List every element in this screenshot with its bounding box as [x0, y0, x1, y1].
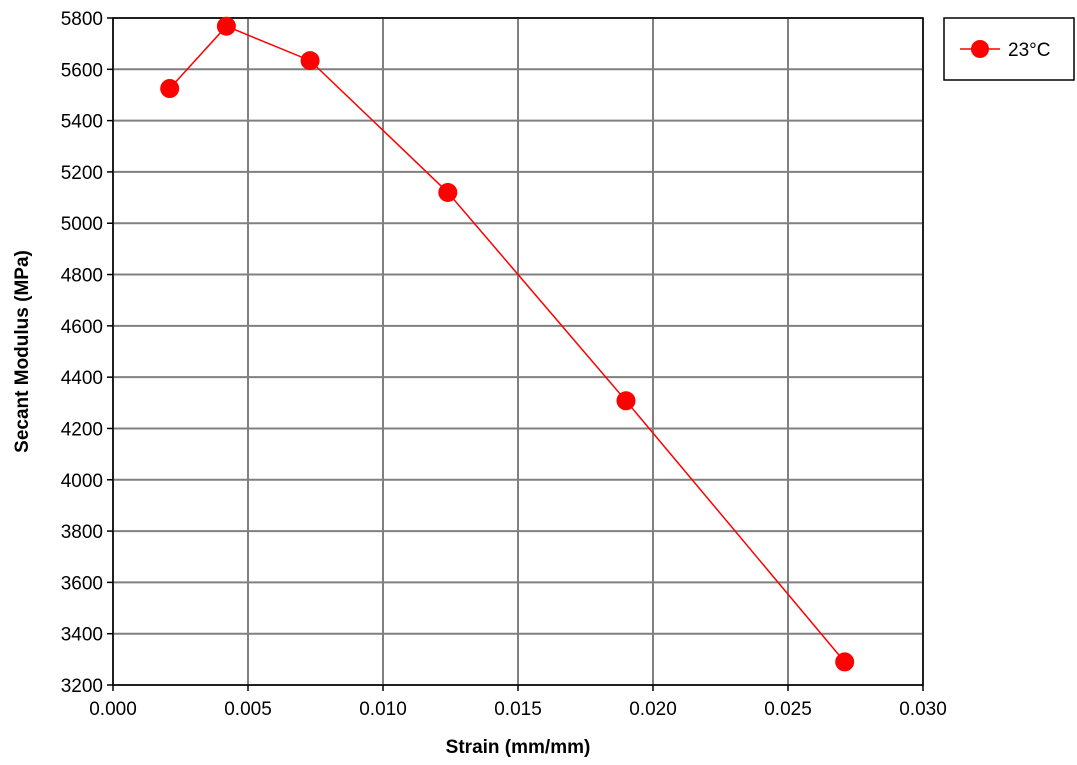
grid	[112, 17, 924, 686]
data-point	[300, 51, 320, 71]
y-tick-label: 4600	[61, 317, 103, 338]
data-point	[835, 652, 855, 672]
y-tick-label: 5200	[61, 163, 103, 184]
x-tick-label: 0.020	[629, 699, 677, 720]
y-axis-title: Secant Modulus (MPa)	[12, 250, 33, 453]
y-tick-label: 4200	[61, 419, 103, 440]
x-tick-label: 0.010	[359, 699, 407, 720]
x-axis-title: Strain (mm/mm)	[446, 737, 591, 758]
y-tick-label: 4400	[61, 368, 103, 389]
legend-label: 23°C	[1008, 40, 1050, 61]
y-tick-label: 3800	[61, 522, 103, 543]
legend: 23°C	[943, 17, 1075, 81]
y-tick-label: 3400	[61, 625, 103, 646]
x-tick-label: 0.015	[494, 699, 542, 720]
x-axis: 0.000 0.005 0.010 0.015 0.020 0.025 0.030	[89, 685, 947, 720]
data-point	[438, 182, 458, 202]
y-tick-label: 4800	[61, 266, 103, 287]
y-tick-label: 5400	[61, 112, 103, 133]
series-layer	[160, 16, 855, 672]
legend-marker-swatch	[971, 40, 989, 58]
x-tick-label: 0.000	[89, 699, 137, 720]
x-tick-label: 0.025	[764, 699, 812, 720]
x-tick-label: 0.005	[224, 699, 272, 720]
y-axis: 3200 3400 3600 3800 4000 4200 4400 4600 4800 5000…	[61, 9, 113, 697]
y-tick-label: 3600	[61, 573, 103, 594]
y-tick-label: 5800	[61, 9, 103, 30]
y-tick-label: 5000	[61, 214, 103, 235]
data-point	[616, 391, 636, 411]
data-point	[216, 16, 236, 36]
series-line	[169, 25, 846, 663]
data-point	[160, 79, 180, 99]
y-tick-label: 3200	[61, 676, 103, 697]
x-tick-label: 0.030	[899, 699, 947, 720]
y-tick-label: 5600	[61, 60, 103, 81]
y-tick-label: 4000	[61, 471, 103, 492]
